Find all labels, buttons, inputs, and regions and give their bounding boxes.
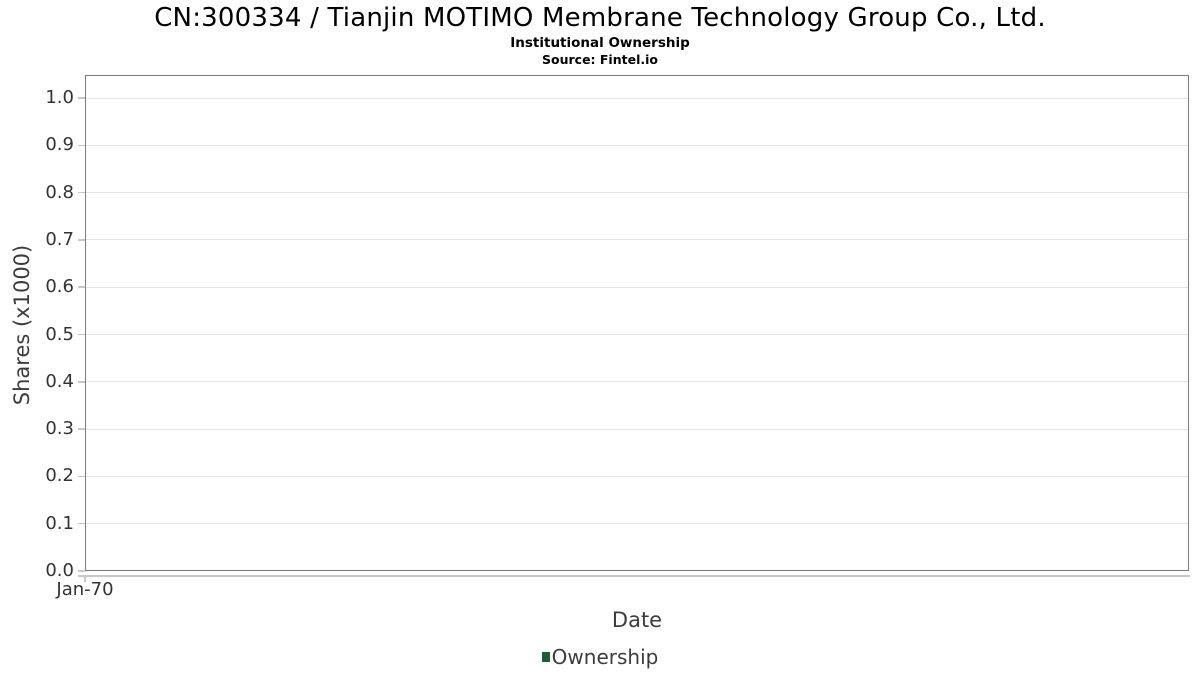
y-gridline [86,97,1188,99]
y-gridline [86,523,1188,525]
chart-title: CN:300334 / Tianjin MOTIMO Membrane Tech… [154,3,1046,33]
y-tick-label: 0.9 [45,134,74,156]
y-tick-mark [78,381,85,383]
legend: Ownership [0,645,1200,669]
x-tick-mark [84,575,86,582]
y-tick-mark [78,428,85,430]
chart-source: Source: Fintel.io [542,52,658,67]
y-gridline [86,144,1188,146]
y-tick-mark [78,97,85,99]
y-tick-mark [78,475,85,478]
y-tick-mark [78,191,85,194]
x-axis-title: Date [611,608,663,632]
y-tick-label: 0.8 [45,181,74,203]
y-tick-mark [78,239,85,241]
y-gridline [86,239,1188,241]
y-tick-mark [78,333,85,336]
y-gridline [86,334,1188,335]
y-tick-mark [78,522,85,525]
y-tick-label: 0.3 [45,418,74,440]
x-tick-label: Jan-70 [56,579,114,600]
x-axis-line [78,575,1190,577]
legend-marker-icon [541,652,550,662]
y-tick-label: 0.6 [45,276,74,298]
y-gridline [86,192,1188,194]
y-tick-label: 0.4 [45,370,74,392]
y-tick-label: 0.7 [45,228,74,250]
y-gridline [86,286,1188,288]
y-gridline [86,428,1188,430]
y-tick-label: 0.2 [45,465,74,487]
y-tick-mark [78,570,85,572]
y-tick-label: 0.0 [45,560,74,581]
y-tick-label: 0.1 [45,512,74,534]
chart-subtitle: Institutional Ownership [510,35,690,51]
y-tick-mark [78,144,85,147]
y-gridline [86,381,1188,383]
plot-area [85,75,1189,571]
y-tick-label: 0.5 [45,323,74,345]
y-tick-label: 1.0 [45,87,74,108]
y-tick-mark [78,286,85,288]
legend-label: Ownership [551,645,659,669]
y-gridline [86,475,1188,477]
